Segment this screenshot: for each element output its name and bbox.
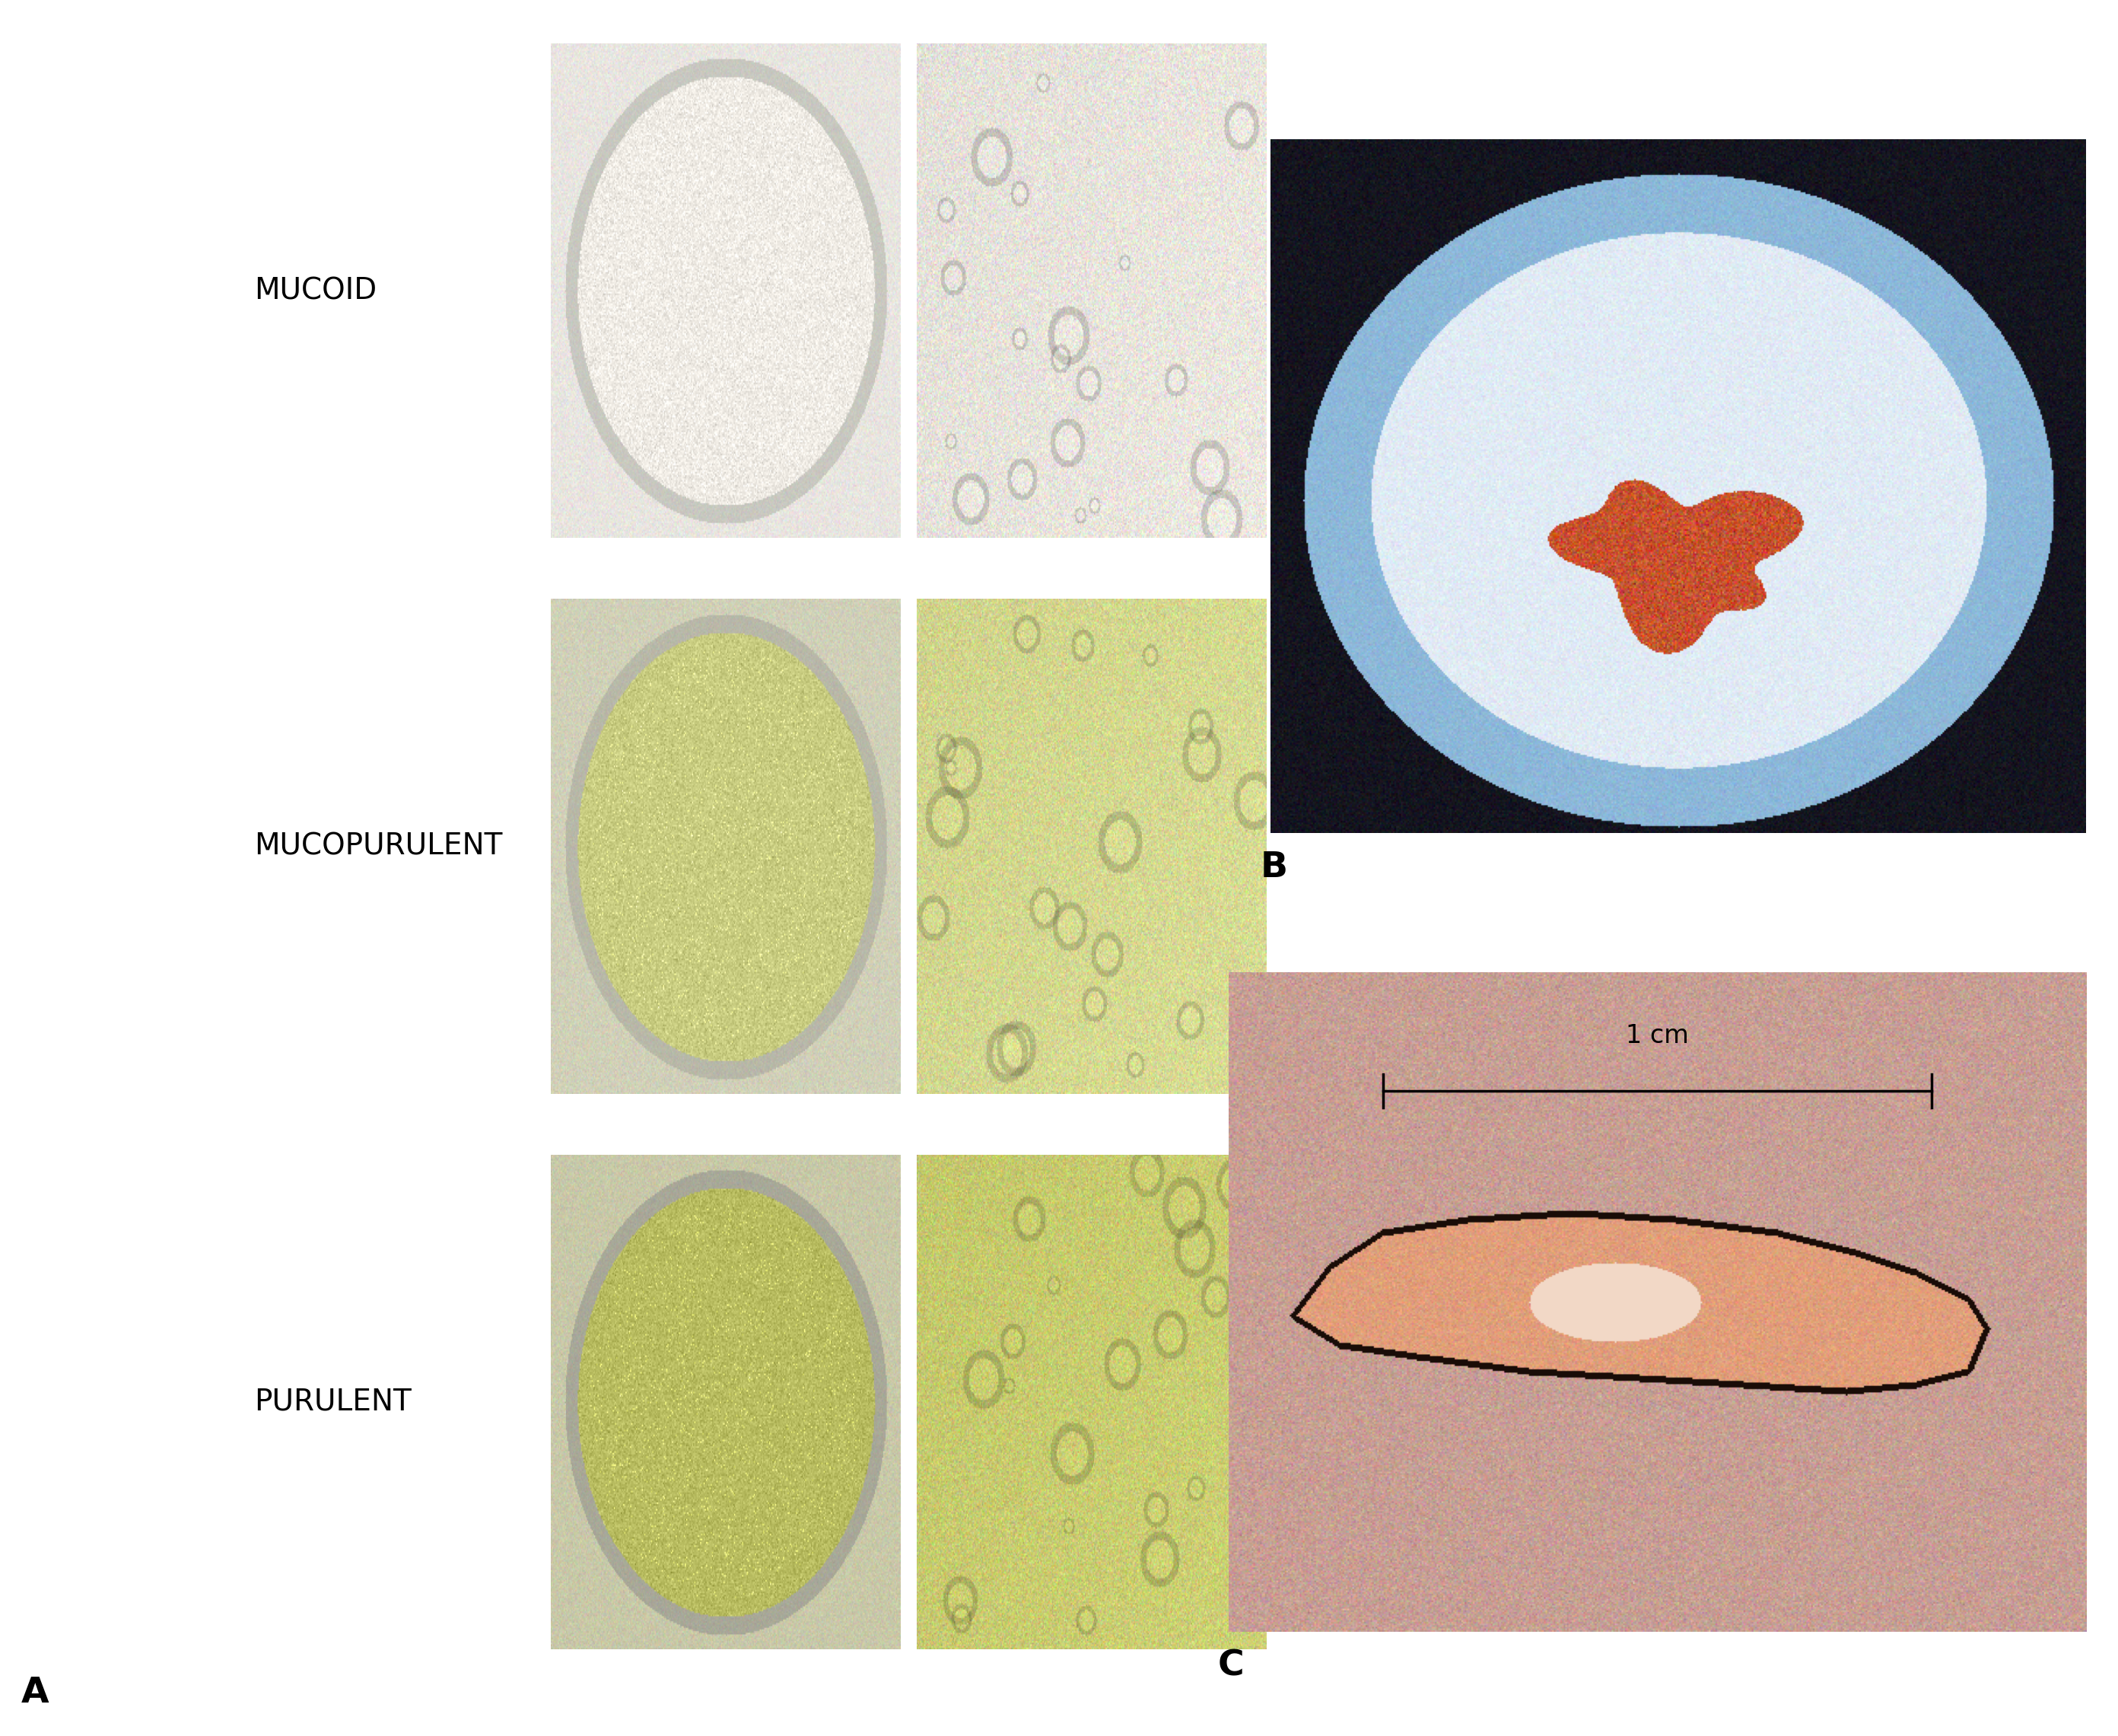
Text: 1 cm: 1 cm <box>1627 1023 1688 1049</box>
Text: MUCOPURULENT: MUCOPURULENT <box>254 832 502 861</box>
Text: C: C <box>1218 1649 1243 1684</box>
Text: MUCOID: MUCOID <box>254 276 377 306</box>
Text: PURULENT: PURULENT <box>254 1387 411 1417</box>
Text: B: B <box>1260 851 1288 885</box>
Text: A: A <box>21 1675 49 1710</box>
